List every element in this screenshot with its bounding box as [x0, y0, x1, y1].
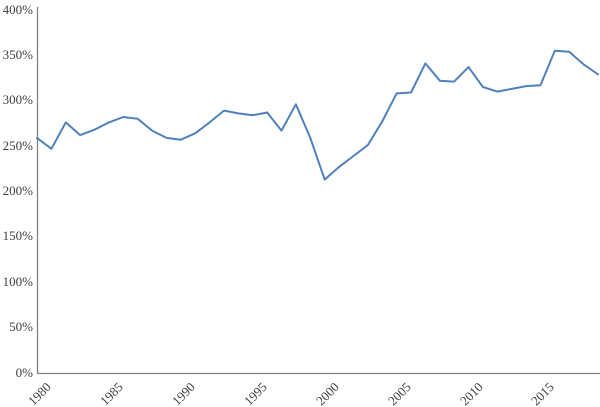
y-axis-label-0: 0% [15, 364, 33, 380]
y-axis-label-100: 100% [2, 273, 33, 289]
y-axis-label-200: 200% [2, 183, 33, 198]
y-axis-label-400: 400% [2, 1, 33, 17]
y-axis-label-250: 250% [2, 137, 33, 153]
data-series-line [36, 49, 599, 181]
y-axis-label-50: 50% [9, 319, 33, 335]
y-axis-label-150: 150% [2, 228, 33, 244]
y-axis-label-300: 300% [2, 92, 33, 108]
y-axis-label-350: 350% [2, 46, 33, 62]
